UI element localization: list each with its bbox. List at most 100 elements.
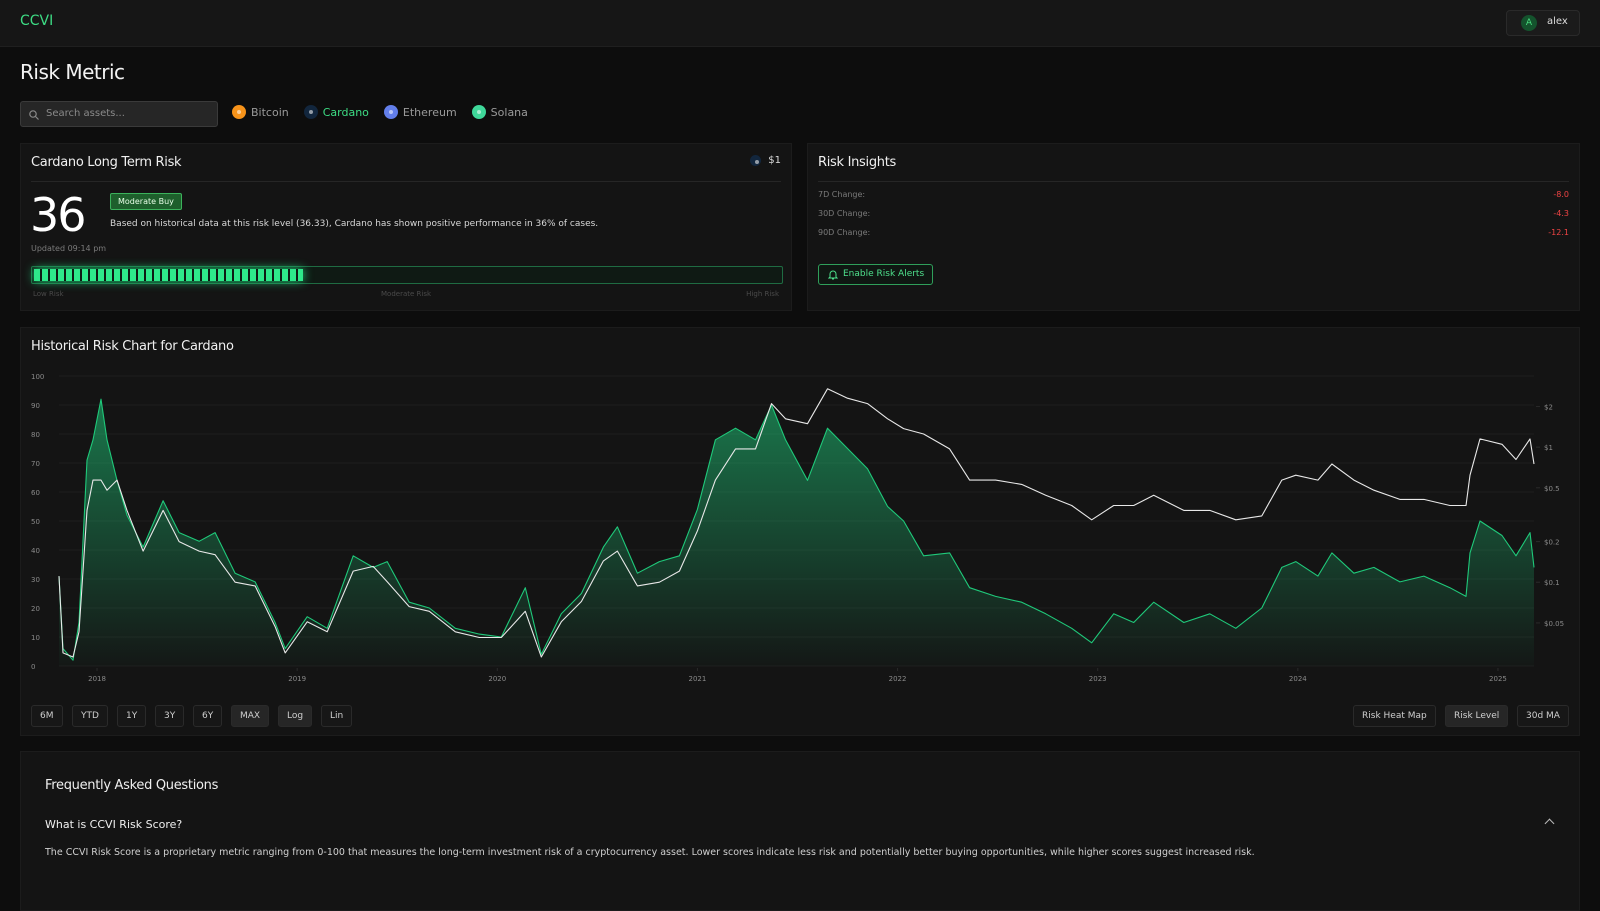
x-tick-label: 2020 bbox=[488, 675, 506, 683]
description: Based on historical data at this risk le… bbox=[110, 219, 599, 229]
y-tick-label: 100 bbox=[31, 373, 44, 381]
chart-title: Historical Risk Chart for Cardano bbox=[31, 339, 234, 354]
range-button[interactable]: 6Y bbox=[193, 705, 223, 727]
y-tick-label: 90 bbox=[31, 402, 40, 410]
risk-line bbox=[58, 398, 1535, 661]
x-tick-label: 2022 bbox=[889, 675, 907, 683]
y-tick-label: 70 bbox=[31, 460, 40, 468]
price: $1 bbox=[768, 155, 781, 166]
updated: Updated 09:14 pm bbox=[31, 244, 107, 253]
risk-card: Cardano Long Term Risk $1 36 Moderate Bu… bbox=[20, 143, 792, 311]
y-tick-label: 80 bbox=[31, 431, 40, 439]
insight-value: -12.1 bbox=[1548, 228, 1569, 237]
y2-tick-label: $2 bbox=[1544, 403, 1553, 411]
asset-name: Solana bbox=[490, 105, 528, 119]
risk-area bbox=[59, 399, 1534, 666]
x-tick-label: 2023 bbox=[1089, 675, 1107, 683]
card-title: Cardano Long Term Risk bbox=[31, 155, 182, 170]
asset-icon bbox=[471, 105, 486, 119]
price-tag: $1 bbox=[750, 155, 781, 166]
asset-tab[interactable]: Bitcoin bbox=[232, 105, 289, 119]
insight-label: 90D Change: bbox=[818, 228, 871, 237]
y-tick-label: 50 bbox=[31, 518, 40, 526]
asset-name: Ethereum bbox=[402, 105, 457, 119]
y2-tick-label: $0.1 bbox=[1544, 579, 1560, 587]
asset-icon bbox=[750, 155, 762, 166]
faq-card: Frequently Asked Questions What is CCVI … bbox=[20, 751, 1580, 911]
y-tick-label: 40 bbox=[31, 547, 40, 555]
faq-chevron[interactable] bbox=[1544, 818, 1555, 829]
asset-icon bbox=[303, 105, 318, 119]
y2-tick-label: $1 bbox=[1544, 444, 1553, 452]
insight-row: 90D Change: -12.1 bbox=[818, 226, 1569, 245]
y-tick-label: 0 bbox=[31, 663, 35, 671]
search-input[interactable]: Search assets... bbox=[20, 101, 218, 127]
y2-tick-label: $0.2 bbox=[1544, 539, 1560, 547]
chart-card: Historical Risk Chart for Cardano 0 10 20 3… bbox=[20, 327, 1580, 736]
x-tick-label: 2019 bbox=[288, 675, 306, 683]
asset-tab[interactable]: Ethereum bbox=[383, 105, 457, 119]
insight-value: -4.3 bbox=[1553, 209, 1569, 218]
y-tick-label: 60 bbox=[31, 489, 40, 497]
insight-row: 7D Change: -8.0 bbox=[818, 188, 1569, 207]
view-button[interactable]: 30d MA bbox=[1517, 705, 1569, 727]
range-button[interactable]: Log bbox=[278, 705, 313, 727]
divider bbox=[31, 181, 781, 182]
gauge-fill bbox=[34, 269, 303, 281]
button-label: Enable Risk Alerts bbox=[843, 269, 925, 279]
gauge-label: Low Risk bbox=[33, 290, 64, 298]
search-icon bbox=[29, 110, 39, 120]
asset-tab[interactable]: Cardano bbox=[303, 105, 369, 119]
faq-title: Frequently Asked Questions bbox=[45, 778, 219, 793]
view-button[interactable]: Risk Level bbox=[1445, 705, 1509, 727]
faq-answer: The CCVI Risk Score is a proprietary met… bbox=[45, 847, 1255, 858]
insight-label: 30D Change: bbox=[818, 209, 871, 218]
search-placeholder: Search assets... bbox=[46, 108, 125, 119]
page-title: Risk Metric bbox=[20, 60, 125, 84]
view-button[interactable]: Risk Heat Map bbox=[1353, 705, 1436, 727]
insight-label: 7D Change: bbox=[818, 190, 866, 199]
asset-icon bbox=[383, 105, 398, 119]
insights-card: Risk Insights 7D Change: -8.0 30D Change: -… bbox=[807, 143, 1580, 311]
y2-tick-label: $0.5 bbox=[1544, 485, 1560, 493]
user-menu[interactable]: A alex bbox=[1506, 10, 1580, 36]
insight-row: 30D Change: -4.3 bbox=[818, 207, 1569, 226]
user-name: alex bbox=[1547, 16, 1568, 27]
faq-question[interactable]: What is CCVI Risk Score? bbox=[45, 818, 183, 831]
risk-gauge bbox=[31, 266, 783, 284]
x-tick-label: 2018 bbox=[88, 675, 106, 683]
divider bbox=[818, 181, 1569, 182]
brand[interactable]: CCVI bbox=[20, 13, 54, 29]
x-tick-label: 2025 bbox=[1489, 675, 1507, 683]
x-tick-label: 2021 bbox=[689, 675, 707, 683]
avatar: A bbox=[1521, 15, 1537, 31]
top-bar: CCVI A alex bbox=[0, 0, 1600, 47]
y-tick-label: 10 bbox=[31, 634, 40, 642]
y-tick-label: 20 bbox=[31, 605, 40, 613]
badge: Moderate Buy bbox=[110, 193, 182, 210]
alert-button[interactable]: Enable Risk Alerts bbox=[818, 264, 934, 285]
range-button[interactable]: YTD bbox=[72, 705, 108, 727]
asset-icon bbox=[232, 105, 246, 119]
range-button[interactable]: 6M bbox=[31, 705, 63, 727]
asset-name: Cardano bbox=[322, 105, 369, 119]
range-button[interactable]: Lin bbox=[321, 705, 353, 727]
range-button[interactable]: 1Y bbox=[117, 705, 147, 727]
risk-score: 36 bbox=[30, 188, 87, 242]
gauge-label: High Risk bbox=[746, 290, 779, 298]
card-title: Risk Insights bbox=[818, 155, 896, 170]
range-button[interactable]: MAX bbox=[231, 705, 270, 727]
range-button[interactable]: 3Y bbox=[155, 705, 185, 727]
insight-rows: 7D Change: -8.0 30D Change: -4.3 90D Change:… bbox=[818, 188, 1569, 245]
x-tick-label: 2024 bbox=[1289, 675, 1307, 683]
chart: 0 10 20 30 40 50 60 70 80 90 100 $0.05 $0.1 $0.2 $0.5 $… bbox=[31, 373, 1564, 683]
gauge-label: Moderate Risk bbox=[381, 290, 432, 298]
asset-tabs: Bitcoin Cardano Ethereum Solana bbox=[232, 105, 528, 119]
bell-icon bbox=[828, 270, 838, 280]
y-tick-label: 30 bbox=[31, 576, 40, 584]
insight-value: -8.0 bbox=[1553, 190, 1569, 199]
asset-tab[interactable]: Solana bbox=[471, 105, 528, 119]
price-line bbox=[58, 388, 1535, 658]
